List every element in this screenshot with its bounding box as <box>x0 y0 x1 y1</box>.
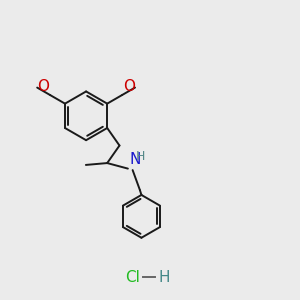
Text: H: H <box>159 270 170 285</box>
Text: N: N <box>129 152 141 167</box>
Text: O: O <box>123 79 135 94</box>
Text: Cl: Cl <box>125 270 140 285</box>
Text: H: H <box>136 150 146 163</box>
Text: O: O <box>37 79 49 94</box>
